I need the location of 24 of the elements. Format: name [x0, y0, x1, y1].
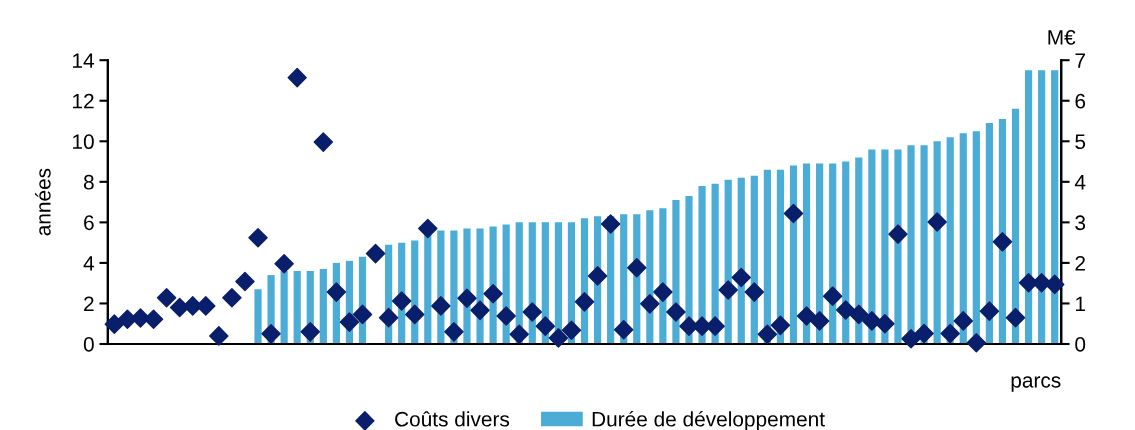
bar	[254, 289, 262, 344]
y-tick-label: 10	[73, 134, 94, 150]
bar	[293, 271, 301, 344]
y-tick-label: 12	[73, 93, 94, 109]
y-tick-label: 8	[83, 174, 94, 190]
y2-tick-label: 6	[1075, 93, 1086, 109]
y2-tick-label: 4	[1074, 175, 1086, 190]
bar	[319, 269, 327, 344]
y-tick-label: 0	[83, 337, 94, 352]
y2-axis-title: M€	[1048, 29, 1076, 45]
y2-tick-label: 1	[1076, 296, 1085, 312]
y-tick-label: 2	[84, 296, 94, 312]
x-axis-title: parcs	[1011, 376, 1061, 392]
y2-tick-label: 0	[1075, 337, 1086, 352]
y-axis-title: années	[35, 168, 51, 236]
y2-tick-label: 2	[1075, 255, 1085, 271]
legend-label: Durée de développement	[592, 411, 825, 430]
y-tick-label: 6	[84, 215, 94, 231]
y2-tick-label: 7	[1075, 53, 1085, 68]
y2-tick-label: 5	[1075, 134, 1086, 150]
y-tick-label: 4	[83, 256, 95, 271]
y2-tick-label: 3	[1075, 215, 1086, 231]
y-tick-label: 14	[73, 53, 95, 68]
legend-label: Coûts divers	[395, 411, 510, 427]
